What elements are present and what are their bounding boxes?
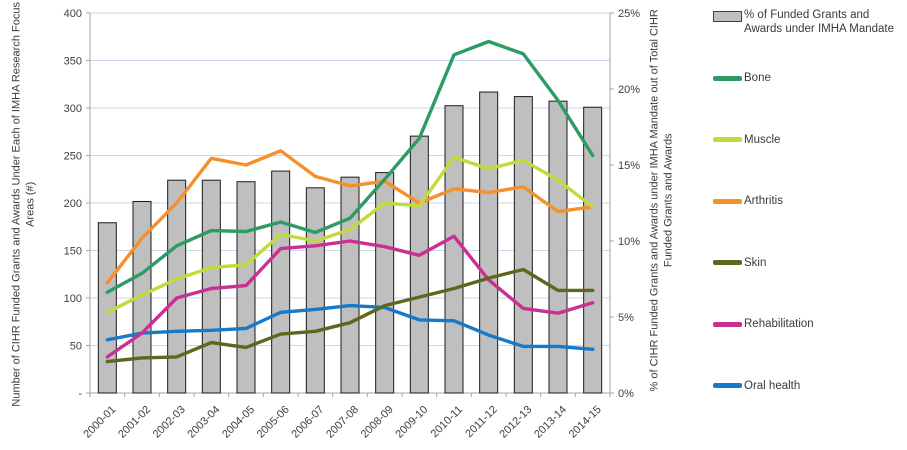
line-series-oral-health — [105, 303, 595, 351]
right-axis-tick-label: 25% — [618, 8, 640, 20]
bar-2008-09 — [375, 172, 395, 394]
legend-item-arthritis: Arthritis — [713, 194, 783, 208]
legend-swatch-bone — [713, 75, 742, 81]
bar-2012-13 — [513, 96, 533, 394]
legend-item-skin: Skin — [713, 256, 766, 270]
bar-2011-12 — [479, 91, 499, 394]
legend-swatch-rehabilitation — [713, 321, 742, 327]
right-axis-title: % of CIHR Funded Grants and Awards under… — [648, 9, 675, 392]
line-series-muscle — [105, 155, 595, 314]
x-axis-category-label: 2012-13 — [497, 404, 534, 441]
legend-label-bone: Bone — [744, 72, 771, 84]
x-axis-category-label: 2014-15 — [567, 404, 604, 441]
left-axis-tick-label: 350 — [64, 56, 82, 68]
legend-item-bone: Bone — [713, 71, 771, 85]
x-axis-category-label: 2006-07 — [289, 404, 326, 441]
bar-2014-15 — [583, 106, 603, 394]
x-axis-category-label: 2010-11 — [429, 404, 465, 440]
bar-2013-14 — [548, 100, 568, 394]
left-axis-tick-label: 200 — [64, 198, 82, 210]
legend-item-bar-series: % of Funded Grants and Awards under IMHA… — [713, 8, 902, 37]
legend-swatch-oral-health — [713, 383, 742, 389]
x-axis-category-label: 2009-10 — [393, 404, 430, 441]
x-axis-category-label: 2002-03 — [151, 404, 188, 441]
right-axis-tick-label: 20% — [618, 84, 640, 96]
bar-2002-03 — [167, 179, 187, 394]
bar-2009-10 — [409, 135, 429, 394]
right-axis-tick-label: 10% — [618, 236, 640, 248]
left-axis-tick-label: 250 — [64, 151, 82, 163]
right-axis-tick-label: 0% — [618, 388, 634, 400]
legend-item-muscle: Muscle — [713, 133, 780, 147]
x-axis-category-label: 2003-04 — [185, 404, 222, 441]
x-axis-category-label: 2013-14 — [532, 404, 569, 441]
left-axis-tick-label: 400 — [64, 8, 82, 20]
left-axis-tick-label: 50 — [70, 341, 82, 353]
line-series-skin — [105, 267, 595, 364]
x-axis-category-label: 2004-05 — [220, 404, 257, 441]
x-axis-category-label: 2011-12 — [463, 404, 499, 440]
legend-swatch-arthritis — [713, 198, 742, 204]
bar-2005-06 — [271, 170, 291, 394]
bar-2006-07 — [305, 187, 325, 394]
bar-series-swatch — [713, 11, 742, 22]
x-axis-category-label: 2008-09 — [359, 404, 396, 441]
right-axis-tick-label: 15% — [618, 160, 640, 172]
legend-swatch-skin — [713, 260, 742, 266]
line-series-bone — [105, 39, 595, 294]
legend-label-skin: Skin — [744, 256, 767, 269]
legend-label-bar-series: % of Funded Grants and Awards under IMHA… — [744, 9, 895, 36]
legend-label-oral-health: Oral health — [744, 379, 801, 392]
legend-label-arthritis: Arthritis — [744, 195, 783, 207]
legend-item-oral-health: Oral health — [713, 379, 800, 393]
legend-label-muscle: Muscle — [744, 133, 781, 146]
left-axis-tick-label: 150 — [64, 246, 82, 258]
x-axis-category-label: 2005-06 — [255, 404, 292, 441]
line-series-arthritis — [105, 149, 595, 285]
left-axis-title: Number of CIHR Funded Grants and Awards … — [10, 2, 37, 407]
x-axis-category-label: 2001-02 — [116, 404, 153, 441]
right-axis-tick-label: 5% — [618, 312, 634, 324]
legend-swatch-muscle — [713, 137, 742, 143]
left-axis-tick-label: 100 — [64, 293, 82, 305]
legend-item-rehabilitation: Rehabilitation — [713, 317, 814, 331]
x-axis-category-label: 2000-01 — [81, 404, 118, 441]
x-axis-category-label: 2007-08 — [324, 404, 361, 441]
line-series-rehabilitation — [105, 234, 595, 359]
bar-2001-02 — [132, 200, 152, 394]
left-axis-tick-label: - — [78, 388, 82, 400]
left-axis-tick-label: 300 — [64, 103, 82, 115]
bar-2010-11 — [444, 105, 464, 394]
legend-label-rehabilitation: Rehabilitation — [744, 318, 814, 330]
